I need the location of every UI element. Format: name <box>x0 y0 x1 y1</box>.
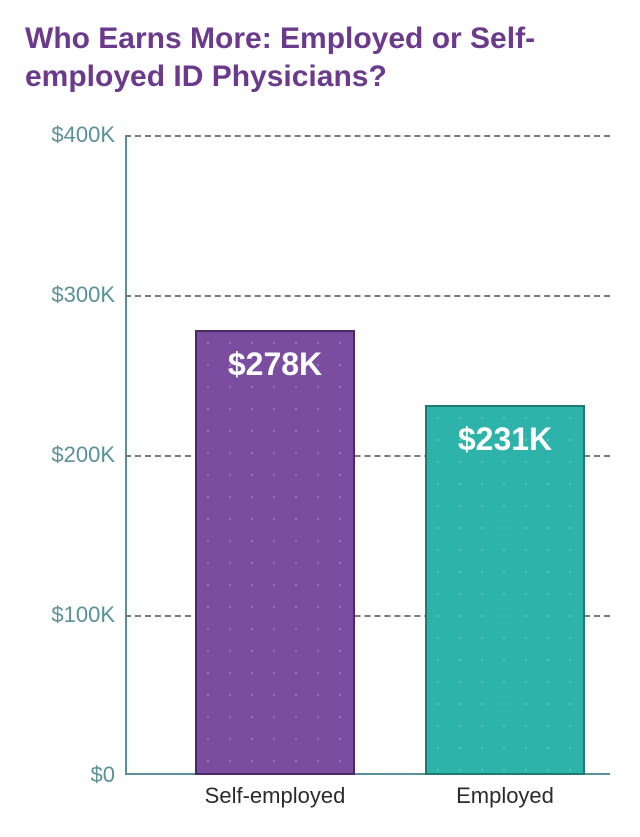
bar-value-label: $231K <box>427 421 583 458</box>
y-tick-label: $100K <box>35 602 115 628</box>
chart-area: $278K$231K $0$100K$200K$300K$400K Self-e… <box>45 135 610 815</box>
gridline <box>125 135 610 137</box>
plot-area: $278K $231K <box>125 135 610 775</box>
bar-texture <box>427 407 583 773</box>
gridline <box>125 295 610 297</box>
y-tick-label: $0 <box>35 762 115 788</box>
bar: $278K <box>195 330 355 775</box>
bar: $231K <box>425 405 585 775</box>
y-tick-label: $400K <box>35 122 115 148</box>
chart-container: Who Earns More: Employed or Self-employe… <box>0 0 640 837</box>
x-tick-label: Self-employed <box>205 783 346 809</box>
bar-value-label: $278K <box>197 346 353 383</box>
chart-title: Who Earns More: Employed or Self-employe… <box>25 20 615 95</box>
x-tick-label: Employed <box>456 783 554 809</box>
y-tick-label: $200K <box>35 442 115 468</box>
bar-texture <box>197 332 353 773</box>
y-tick-label: $300K <box>35 282 115 308</box>
